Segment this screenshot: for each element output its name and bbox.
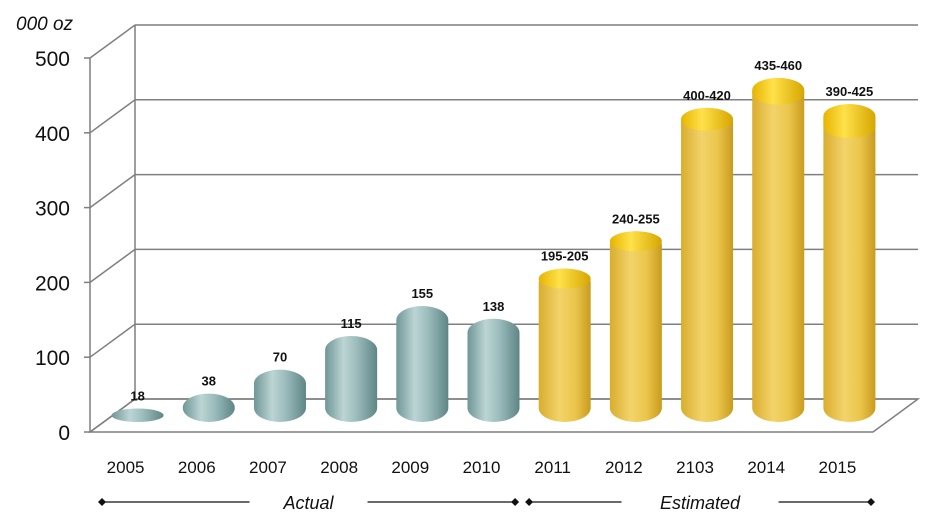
period-end-marker — [867, 498, 875, 506]
data-label: 115 — [341, 316, 362, 331]
bar — [823, 104, 876, 422]
bar — [538, 268, 591, 422]
data-label: 400-420 — [683, 88, 731, 103]
chart-floor — [87, 398, 921, 433]
period-label: Actual — [283, 493, 335, 513]
data-label: 155 — [411, 286, 433, 301]
gridline-side — [89, 24, 136, 59]
data-label: 390-425 — [826, 84, 874, 99]
x-tick-label: 2010 — [463, 458, 501, 477]
gridline-side — [89, 248, 136, 284]
period-label: Estimated — [660, 493, 741, 513]
x-tick-label: 2005 — [107, 458, 145, 477]
bar — [111, 408, 164, 422]
data-label: 70 — [273, 350, 287, 365]
bar-range-segment — [823, 104, 876, 139]
y-tick-label: 300 — [35, 198, 70, 221]
bar — [467, 318, 520, 422]
gridline-side — [89, 99, 136, 134]
x-tick-label: 2008 — [320, 458, 358, 477]
y-unit-label: 000 oz — [16, 14, 74, 35]
x-tick-label: 2007 — [249, 458, 287, 477]
x-tick-label: 2103 — [676, 458, 714, 477]
x-tick-label: 2015 — [818, 458, 856, 477]
bar — [253, 369, 306, 422]
bar — [752, 77, 805, 423]
y-tick-label: 100 — [35, 347, 70, 370]
data-label: 38 — [202, 374, 216, 389]
bar-range-segment — [609, 231, 662, 252]
bar — [609, 231, 662, 422]
y-tick-label: 0 — [58, 422, 70, 445]
bar-range-segment — [681, 107, 734, 131]
bar — [182, 393, 235, 422]
x-tick-label: 2014 — [747, 458, 785, 477]
data-label: 138 — [483, 299, 505, 314]
bar — [681, 107, 734, 422]
y-tick-label: 500 — [35, 48, 70, 71]
gridline-side — [89, 323, 136, 358]
bar-range-segment — [538, 268, 591, 289]
period-end-marker — [525, 498, 534, 506]
y-tick-label: 400 — [35, 123, 70, 146]
bar-range-segment — [752, 77, 805, 105]
data-label: 18 — [130, 389, 144, 404]
x-tick-label: 2012 — [605, 458, 643, 477]
gridline-side — [89, 173, 136, 209]
data-label: 195-205 — [541, 249, 589, 264]
data-label: 435-460 — [754, 58, 802, 73]
x-tick-label: 2006 — [178, 458, 216, 477]
bar — [396, 306, 449, 422]
x-tick-label: 2011 — [534, 458, 571, 477]
x-tick-label: 2009 — [391, 458, 429, 477]
period-end-marker — [511, 498, 520, 506]
period-end-marker — [98, 498, 106, 506]
bar — [325, 335, 378, 422]
y-tick-label: 200 — [35, 272, 70, 295]
data-label: 240-255 — [612, 211, 660, 226]
